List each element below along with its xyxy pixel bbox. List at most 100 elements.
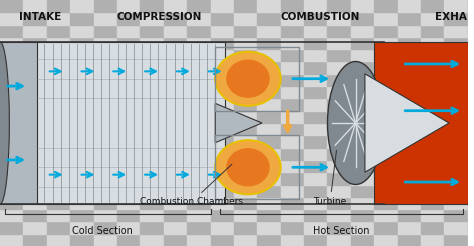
Bar	[0, 49, 23, 62]
Bar	[351, 12, 374, 25]
Bar	[374, 148, 398, 160]
Bar	[257, 123, 281, 135]
Bar	[0, 172, 23, 184]
Bar	[187, 74, 210, 86]
Bar	[187, 221, 210, 234]
Bar	[187, 12, 210, 25]
Bar	[70, 209, 93, 221]
Bar	[328, 0, 351, 12]
Bar	[421, 221, 445, 234]
Bar	[351, 123, 374, 135]
Bar	[445, 74, 468, 86]
Bar	[328, 111, 351, 123]
Bar	[304, 221, 328, 234]
Bar	[234, 86, 257, 98]
Bar	[281, 172, 304, 184]
Bar	[47, 184, 70, 197]
Bar	[187, 148, 210, 160]
Bar	[117, 234, 140, 246]
Bar	[70, 86, 93, 98]
Bar	[0, 0, 23, 12]
Bar	[304, 197, 328, 209]
Bar	[117, 184, 140, 197]
Bar	[117, 86, 140, 98]
Bar	[117, 111, 140, 123]
Bar	[47, 74, 70, 86]
Bar	[0, 42, 47, 204]
Bar	[210, 49, 234, 62]
Bar	[257, 12, 281, 25]
Bar	[210, 111, 234, 123]
Bar	[164, 0, 187, 12]
Bar	[374, 0, 398, 12]
Bar	[328, 160, 351, 172]
Bar	[281, 74, 304, 86]
Bar	[164, 86, 187, 98]
Bar	[328, 221, 351, 234]
Bar	[257, 37, 281, 49]
Bar	[281, 25, 304, 37]
Bar	[93, 49, 117, 62]
Bar	[0, 25, 23, 37]
Bar	[281, 12, 304, 25]
Bar	[421, 98, 445, 111]
Bar	[70, 12, 93, 25]
Bar	[23, 148, 47, 160]
Bar	[304, 172, 328, 184]
Bar	[304, 135, 328, 148]
Bar	[398, 234, 421, 246]
Bar	[47, 0, 70, 12]
Bar	[398, 148, 421, 160]
Bar	[304, 209, 328, 221]
Bar	[0, 209, 23, 221]
Bar	[0, 123, 23, 135]
Bar	[304, 234, 328, 246]
Bar	[234, 148, 257, 160]
Text: Hot Section: Hot Section	[313, 226, 370, 236]
Bar	[164, 25, 187, 37]
Bar	[93, 37, 117, 49]
Bar	[164, 148, 187, 160]
Bar	[23, 209, 47, 221]
Bar	[70, 37, 93, 49]
Bar	[210, 221, 234, 234]
Bar	[187, 234, 210, 246]
Bar	[281, 160, 304, 172]
Bar	[117, 49, 140, 62]
Bar	[234, 98, 257, 111]
Bar	[421, 123, 445, 135]
Bar	[351, 172, 374, 184]
Bar	[164, 135, 187, 148]
Bar	[374, 234, 398, 246]
Bar	[164, 123, 187, 135]
Bar	[93, 148, 117, 160]
Ellipse shape	[215, 52, 281, 106]
Bar	[93, 25, 117, 37]
Bar	[234, 234, 257, 246]
Bar	[304, 25, 328, 37]
Bar	[304, 111, 328, 123]
Bar	[398, 62, 421, 74]
Bar	[468, 12, 474, 25]
Bar	[164, 62, 187, 74]
Bar	[374, 74, 398, 86]
Bar	[23, 37, 47, 49]
Bar	[140, 148, 164, 160]
Text: COMBUSTION: COMBUSTION	[281, 12, 360, 22]
Bar	[351, 0, 374, 12]
Bar	[328, 12, 351, 25]
Bar	[281, 0, 304, 12]
Bar	[398, 209, 421, 221]
Bar	[445, 135, 468, 148]
Bar	[23, 221, 47, 234]
Bar	[351, 86, 374, 98]
Bar	[164, 184, 187, 197]
Bar	[187, 25, 210, 37]
Bar	[47, 172, 70, 184]
Bar	[445, 172, 468, 184]
Bar	[234, 172, 257, 184]
Bar	[468, 86, 474, 98]
Bar	[0, 111, 23, 123]
Bar	[187, 86, 210, 98]
Bar	[374, 221, 398, 234]
